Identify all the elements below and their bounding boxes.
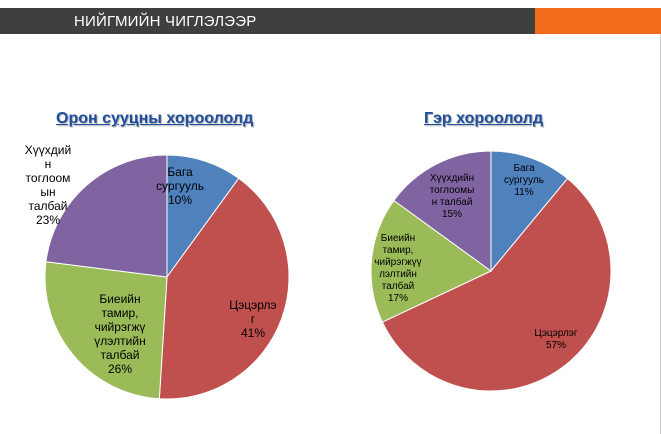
slice-label-school-apartment: Бага сургууль 10% bbox=[156, 165, 204, 207]
slice-label-sports-apartment: Биеийн тамир, чийрэгжү үлэлтийн талбай 26… bbox=[94, 292, 146, 376]
pie-slice-sports-apartment bbox=[44, 261, 168, 400]
chart-title-apartment: Орон сууцны хороололд bbox=[56, 110, 254, 127]
pie-slice-playground-apartment bbox=[45, 154, 168, 278]
slice-label-kindergarten-apartment: Цэцэрлэ г 41% bbox=[229, 298, 277, 340]
header-accent bbox=[535, 8, 661, 34]
chart-title-ger: Гэр хороололд bbox=[424, 110, 543, 127]
pie-slice-school-apartment bbox=[166, 154, 240, 279]
pie-slice-kindergarten-apartment bbox=[158, 177, 290, 400]
pie-slice-sports-ger bbox=[370, 199, 492, 323]
pie-slice-playground-ger bbox=[393, 150, 492, 272]
slice-label-sports-ger: Биеийн тамир, чийрэгжүү лэлтийн талбай 17… bbox=[374, 233, 422, 304]
slice-label-playground-ger: Хүүхдийн тоглоомы н талбай 15% bbox=[429, 173, 475, 220]
slice-label-playground-apartment: Хүүхдий н тоглоом ын талбай 23% bbox=[24, 143, 72, 227]
slice-label-school-ger: Бага сургууль 11% bbox=[504, 163, 544, 198]
page-title: НИЙГМИЙН ЧИГЛЭЛЭЭР bbox=[74, 13, 257, 30]
pie-slice-kindergarten-ger bbox=[381, 177, 612, 392]
header-bar bbox=[0, 8, 535, 34]
slice-label-kindergarten-ger: Цэцэрлэг 57% bbox=[534, 328, 578, 351]
pie-slice-school-ger bbox=[490, 150, 569, 273]
